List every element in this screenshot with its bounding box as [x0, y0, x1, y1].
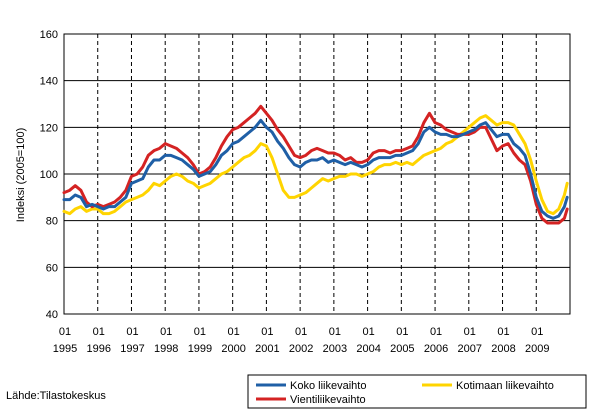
x-tick-month-label: 01: [261, 326, 273, 338]
x-tick-month-label: 01: [497, 326, 509, 338]
y-axis-title: Indeksi (2005=100): [15, 128, 27, 222]
x-tick-month-label: 01: [430, 326, 442, 338]
x-tick-month-label: 01: [126, 326, 138, 338]
x-tick-year-label: 2003: [323, 343, 347, 355]
grid-lines: [63, 33, 571, 315]
x-tick-year-label: 1998: [154, 343, 178, 355]
x-tick-year-label: 1999: [188, 343, 212, 355]
x-tick-year-label: 2000: [221, 343, 245, 355]
x-tick-month-label: 01: [329, 326, 341, 338]
x-tick-month-label: 01: [295, 326, 307, 338]
plot-frame: [63, 33, 571, 315]
y-tick-label: 120: [40, 122, 58, 134]
x-tick-month-label: 01: [228, 326, 240, 338]
y-tick-label: 140: [40, 76, 58, 88]
y-tick-label: 60: [46, 262, 58, 274]
x-tick-year-label: 2007: [458, 343, 482, 355]
tick-labels: 40 60 80 100 120 140 160 01 1995 01 1996 01 1997 01 19…: [40, 29, 550, 355]
x-tick-month-label: 01: [362, 326, 374, 338]
x-tick-year-label: 1997: [120, 343, 144, 355]
x-tick-month-label: 01: [531, 326, 543, 338]
series-line-1: [62, 114, 569, 216]
x-tick-year-label: 2002: [289, 343, 313, 355]
x-tick-year-label: 2006: [424, 343, 448, 355]
x-tick-year-label: 2001: [255, 343, 279, 355]
x-tick-year-label: 2005: [390, 343, 414, 355]
x-tick-month-label: 01: [464, 326, 476, 338]
legend-label-vienti: Vientiliikevaihto: [290, 394, 366, 406]
x-tick-year-label: 2004: [356, 343, 380, 355]
y-tick-label: 100: [40, 169, 58, 181]
x-tick-month-label: 01: [160, 326, 172, 338]
x-tick-month-label: 01: [194, 326, 206, 338]
legend-box: [247, 374, 587, 409]
x-tick-year-label: 1996: [86, 343, 110, 355]
x-tick-month-label: 01: [396, 326, 408, 338]
x-tick-year-label: 1995: [53, 343, 77, 355]
y-tick-label: 40: [46, 309, 58, 321]
x-tick-year-label: 2008: [491, 343, 515, 355]
series-line-2: [62, 104, 569, 225]
legend: Koko liikevaihto Kotimaan liikevaihto Vi…: [247, 374, 587, 409]
y-tick-label: 160: [40, 29, 58, 41]
legend-label-kotimaan: Kotimaan liikevaihto: [456, 380, 554, 392]
y-tick-label: 80: [46, 216, 58, 228]
axes: [63, 33, 571, 315]
source-note: Lähde:Tilastokeskus: [6, 390, 106, 402]
series-lines: [62, 104, 569, 225]
x-tick-month-label: 01: [59, 326, 71, 338]
series-line-0: [62, 118, 569, 220]
x-tick-month-label: 01: [93, 326, 105, 338]
x-tick-year-label: 2009: [525, 343, 549, 355]
legend-label-koko: Koko liikevaihto: [290, 380, 366, 392]
